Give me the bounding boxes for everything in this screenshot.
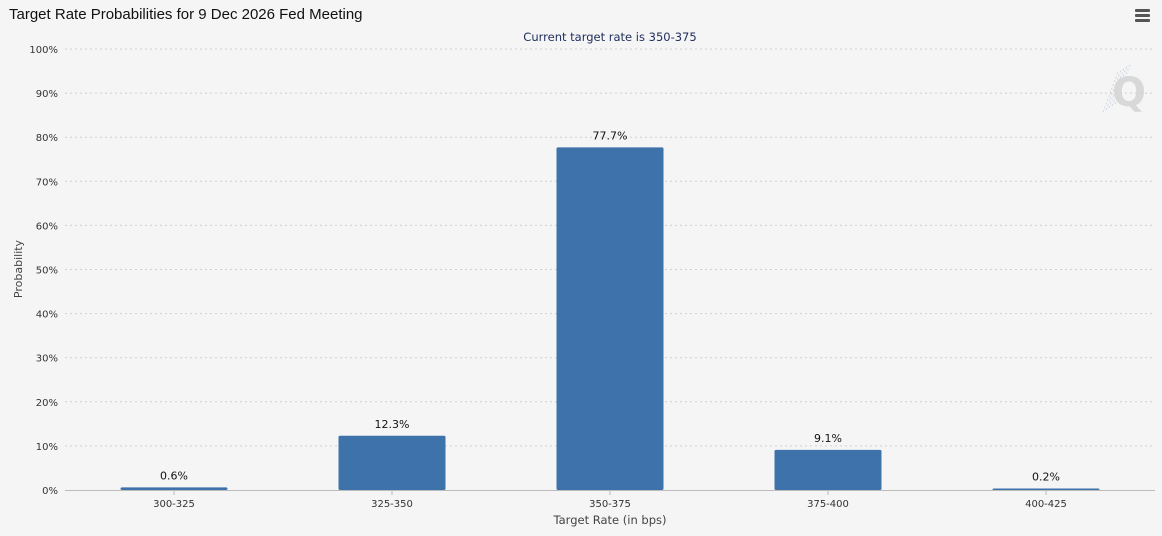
page-title: Target Rate Probabilities for 9 Dec 2026… (9, 6, 363, 23)
x-axis-ticks: 300-325 325-350 350-375 375-400 400-425 (153, 490, 1067, 510)
bar-350-375[interactable] (556, 147, 664, 490)
y-tick-label: 0% (42, 486, 58, 497)
y-tick-label: 60% (36, 221, 58, 232)
x-tick-label: 375-400 (807, 499, 849, 510)
y-tick-label: 70% (36, 177, 58, 188)
bar-300-325[interactable] (120, 487, 228, 490)
y-tick-label: 30% (36, 354, 58, 365)
bar-data-label: 0.2% (1032, 471, 1060, 484)
watermark-logo: Q (1102, 63, 1146, 116)
hamburger-menu-icon[interactable] (1133, 9, 1153, 27)
x-tick-label: 300-325 (153, 499, 195, 510)
y-axis-ticks: 0% 10% 20% 30% 40% 50% 60% 70% 80% 90% 100% (29, 45, 58, 497)
watermark-stroke (1102, 71, 1119, 113)
y-tick-label: 50% (36, 266, 58, 277)
watermark-stroke (1105, 69, 1122, 111)
bar-375-400[interactable] (774, 449, 882, 490)
watermark-stroke (1111, 65, 1128, 107)
bars: 0.6% 12.3% 77.7% 9.1% 0.2% (120, 129, 1100, 491)
y-tick-label: 80% (36, 133, 58, 144)
x-axis-label: Target Rate (in bps) (553, 513, 667, 527)
chart-subtitle: Current target rate is 350-375 (523, 30, 696, 44)
bar-data-label: 77.7% (593, 129, 628, 142)
y-tick-label: 100% (29, 45, 58, 56)
y-tick-label: 20% (36, 398, 58, 409)
bar-data-label: 0.6% (160, 469, 188, 482)
bar-325-350[interactable] (338, 435, 446, 490)
x-tick-label: 400-425 (1025, 499, 1067, 510)
y-tick-label: 10% (36, 442, 58, 453)
x-tick-label: 350-375 (589, 499, 631, 510)
x-tick-label: 325-350 (371, 499, 413, 510)
y-axis-label: Probability (12, 239, 25, 298)
bar-data-label: 12.3% (375, 418, 410, 431)
y-tick-label: 90% (36, 89, 58, 100)
watermark-stroke (1114, 63, 1131, 105)
watermark-stroke (1108, 67, 1125, 109)
y-tick-label: 40% (36, 310, 58, 321)
bar-data-label: 9.1% (814, 432, 842, 445)
bar-400-425[interactable] (992, 488, 1100, 491)
